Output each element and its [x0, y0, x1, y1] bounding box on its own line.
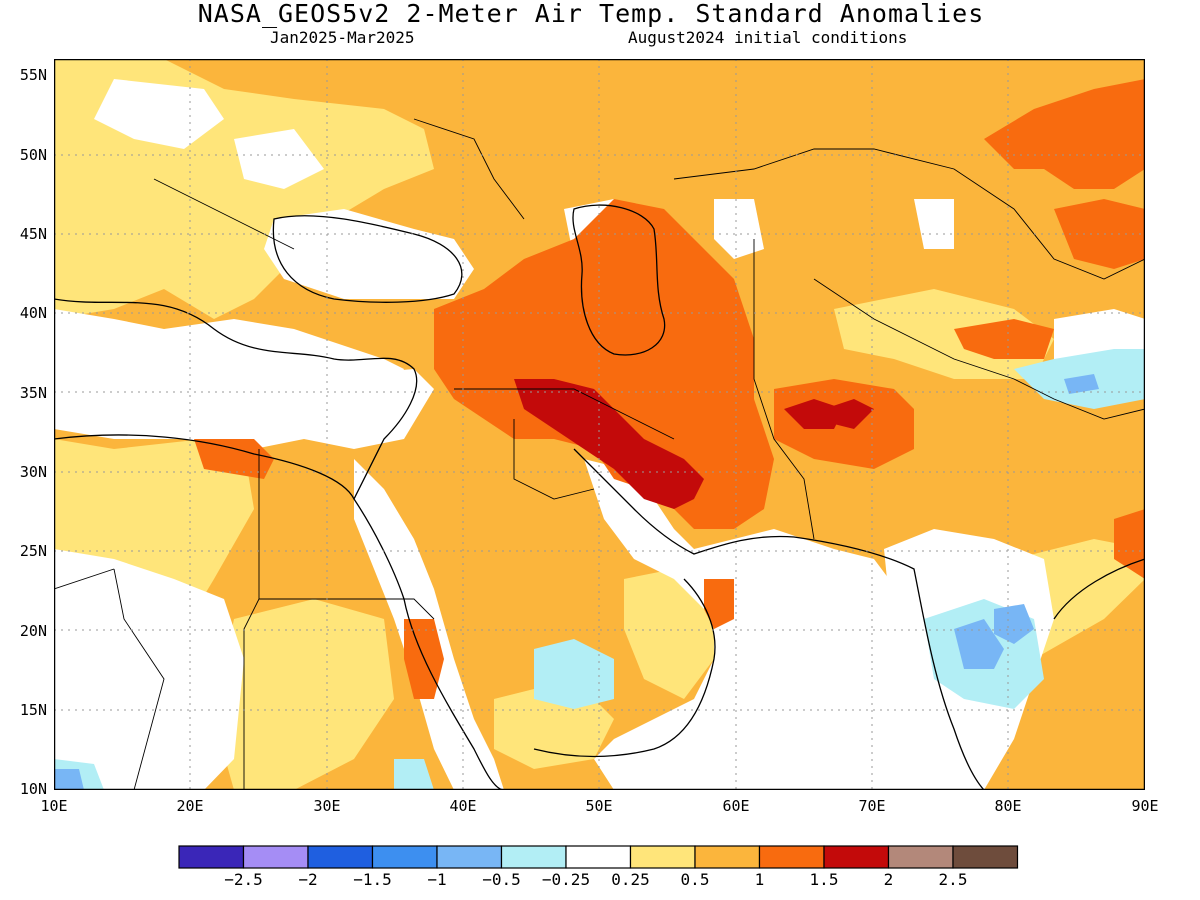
- country-borders: [54, 118, 1145, 790]
- lat-label-20n: 20N: [19, 622, 47, 640]
- anomaly-light-blue-patches: [54, 374, 1099, 790]
- lon-label-50e: 50E: [585, 797, 613, 815]
- colorbar-swatch: [952, 845, 1019, 869]
- lon-label-10e: 10E: [40, 797, 68, 815]
- lat-label-10n: 10N: [19, 780, 47, 798]
- lat-label-40n: 40N: [19, 304, 47, 322]
- map-frame: [54, 59, 1145, 790]
- map-canvas: [54, 59, 1145, 790]
- colorbar-tick-label: 0.5: [680, 870, 710, 889]
- colorbar-swatch: [694, 845, 761, 869]
- colorbar-swatch: [436, 845, 503, 869]
- lon-label-90e: 90E: [1131, 797, 1159, 815]
- colorbar-tick-label: 1.5: [809, 870, 839, 889]
- colorbar-tick-label: −1: [427, 870, 447, 889]
- anomaly-map: [54, 59, 1145, 790]
- colorbar-swatch: [500, 845, 567, 869]
- colorbar-swatch: [758, 845, 825, 869]
- colorbar-tick-label: 2.5: [938, 870, 968, 889]
- lon-label-40e: 40E: [449, 797, 477, 815]
- colorbar: [178, 845, 1019, 869]
- lon-label-80e: 80E: [994, 797, 1022, 815]
- colorbar-swatch: [565, 845, 632, 869]
- colorbar-swatch: [242, 845, 309, 869]
- lat-label-35n: 35N: [19, 384, 47, 402]
- colorbar-tick-label: −2: [298, 870, 318, 889]
- colorbar-tick-label: 2: [883, 870, 894, 889]
- lon-label-70e: 70E: [858, 797, 886, 815]
- lon-label-60e: 60E: [722, 797, 750, 815]
- colorbar-tick-label: 1: [754, 870, 765, 889]
- anomaly-orange-regions: [194, 79, 1145, 699]
- coastlines: [54, 204, 1145, 790]
- colorbar-swatch: [371, 845, 438, 869]
- colorbar-swatch: [629, 845, 696, 869]
- lon-label-20e: 20E: [176, 797, 204, 815]
- lat-label-50n: 50N: [19, 146, 47, 164]
- forecast-period: Jan2025-Mar2025: [270, 28, 415, 47]
- lat-label-25n: 25N: [19, 542, 47, 560]
- colorbar-tick-label: 0.25: [611, 870, 650, 889]
- lat-label-55n: 55N: [19, 66, 47, 84]
- anomaly-red-core: [514, 379, 874, 509]
- colorbar-tick-label: −1.5: [353, 870, 392, 889]
- colorbar-swatch: [178, 845, 245, 869]
- colorbar-tick-label: −0.25: [541, 870, 591, 889]
- colorbar-tick-label: −2.5: [224, 870, 263, 889]
- initial-conditions: August2024 initial conditions: [628, 28, 908, 47]
- map-title: NASA_GEOS5v2 2-Meter Air Temp. Standard …: [197, 0, 985, 28]
- colorbar-swatch: [307, 845, 374, 869]
- lat-label-15n: 15N: [19, 701, 47, 719]
- lat-label-30n: 30N: [19, 463, 47, 481]
- lat-label-45n: 45N: [19, 225, 47, 243]
- graticule: [54, 59, 1145, 790]
- colorbar-swatch: [887, 845, 954, 869]
- lon-label-30e: 30E: [313, 797, 341, 815]
- colorbar-tick-label: −0.5: [482, 870, 521, 889]
- colorbar-swatch: [823, 845, 890, 869]
